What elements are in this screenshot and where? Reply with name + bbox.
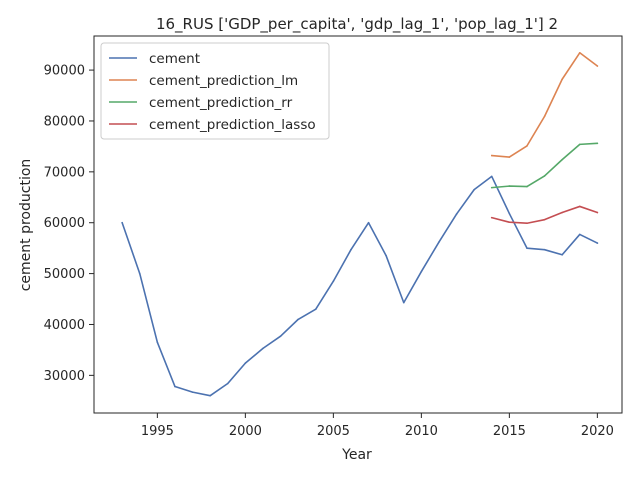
data-point-cement-prediction-lm <box>526 145 528 147</box>
data-point-cement <box>490 175 493 178</box>
data-point-cement-prediction-rr <box>490 186 493 189</box>
plot-area <box>121 51 599 397</box>
series-line-cement <box>121 175 599 397</box>
y-tick-label: 70000 <box>44 165 85 180</box>
data-point-cement-prediction-lasso <box>490 216 493 219</box>
data-point-cement-prediction-lasso <box>543 218 546 221</box>
data-point-cement <box>508 212 511 215</box>
y-tick-label: 90000 <box>44 64 85 79</box>
y-tick-label: 40000 <box>44 318 85 333</box>
data-point-cement-prediction-lm <box>578 51 581 54</box>
y-tick-label: 50000 <box>44 267 85 282</box>
x-tick-label: 2000 <box>229 424 262 439</box>
data-point-cement <box>297 318 299 321</box>
data-point-cement-prediction-lasso <box>578 205 581 208</box>
data-point-cement <box>455 213 458 215</box>
x-tick-label: 2005 <box>317 424 350 439</box>
data-point-cement <box>526 247 528 249</box>
chart-title: 16_RUS ['GDP_per_capita', 'gdp_lag_1', '… <box>156 15 558 34</box>
data-point-cement-prediction-rr <box>543 175 546 177</box>
data-point-cement-prediction-lasso <box>596 211 599 214</box>
y-axis-label: cement production <box>18 159 34 292</box>
data-point-cement <box>314 308 317 311</box>
data-point-cement <box>279 335 282 337</box>
legend: cement cement_prediction_lm cement_predict… <box>100 42 330 140</box>
data-point-cement-prediction-lm <box>596 65 599 67</box>
data-point-cement-prediction-lasso <box>561 211 563 214</box>
data-point-cement <box>138 272 141 275</box>
data-point-cement-prediction-lm <box>508 156 511 158</box>
y-tick-label: 30000 <box>44 369 85 384</box>
legend-box <box>100 42 330 140</box>
data-point-cement <box>350 248 352 251</box>
x-axis-label: Year <box>341 447 372 463</box>
data-point-cement-prediction-rr <box>596 142 599 145</box>
y-tick-label: 60000 <box>44 216 85 231</box>
data-point-cement <box>561 253 563 256</box>
x-tick-label: 2020 <box>581 424 614 439</box>
x-axis: 1995 2000 2005 2010 2015 2020 <box>141 413 614 439</box>
y-axis: 30000 40000 50000 60000 70000 80000 90000 <box>44 64 94 384</box>
data-point-cement-prediction-lm <box>490 154 493 157</box>
data-point-cement <box>367 221 370 224</box>
data-point-cement <box>191 391 194 393</box>
data-point-cement <box>209 394 211 397</box>
data-point-cement <box>262 347 264 350</box>
data-point-cement <box>385 254 387 257</box>
data-point-cement <box>473 188 475 191</box>
data-point-cement-prediction-lm <box>543 115 546 118</box>
data-point-cement-prediction-rr <box>508 185 511 187</box>
x-tick-label: 2015 <box>493 424 526 439</box>
data-point-cement <box>578 233 581 236</box>
data-point-cement <box>244 362 247 364</box>
data-point-cement-prediction-rr <box>578 143 581 146</box>
legend-label: cement <box>149 51 200 67</box>
y-tick-label: 80000 <box>44 114 85 129</box>
data-point-cement-prediction-lm <box>561 78 563 81</box>
data-point-cement-prediction-lasso <box>526 222 528 225</box>
data-point-cement <box>332 280 335 283</box>
data-point-cement <box>174 385 176 388</box>
data-point-cement <box>438 241 440 243</box>
data-point-cement <box>226 382 229 385</box>
data-point-cement-prediction-rr <box>526 185 528 188</box>
data-point-cement <box>596 242 599 244</box>
data-point-cement <box>420 270 423 273</box>
legend-label: cement_prediction_rr <box>149 95 293 111</box>
legend-label: cement_prediction_lasso <box>149 117 316 133</box>
axes-frame <box>93 35 623 414</box>
x-tick-label: 1995 <box>141 424 174 439</box>
data-point-cement <box>402 301 405 304</box>
data-point-cement-prediction-lasso <box>508 221 511 224</box>
data-point-cement <box>156 341 159 344</box>
data-point-cement <box>543 248 546 251</box>
data-point-cement <box>121 221 123 224</box>
x-tick-label: 2010 <box>405 424 438 439</box>
legend-label: cement_prediction_lm <box>149 73 298 89</box>
data-point-cement-prediction-rr <box>561 158 563 161</box>
